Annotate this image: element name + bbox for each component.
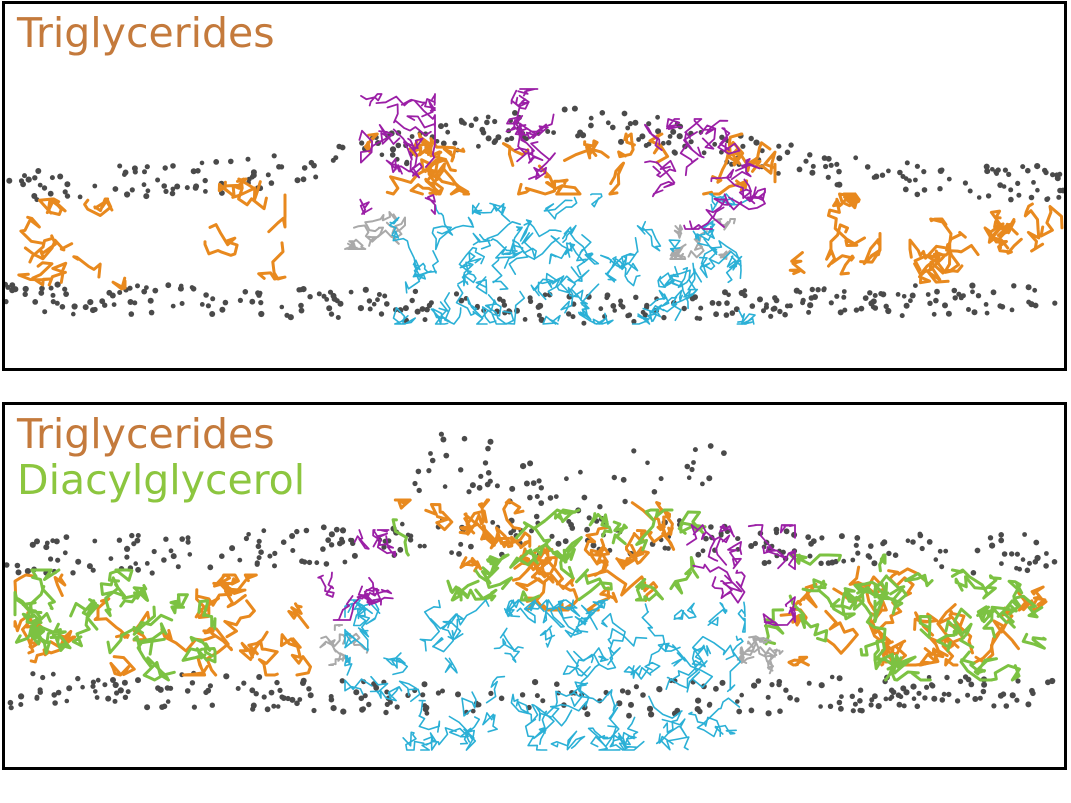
legend-diacylglycerol: Diacylglycerol [17, 456, 306, 504]
upper-headgroups [6, 105, 1064, 203]
magenta-protein [358, 88, 766, 230]
legend-triglycerides: Triglycerides [17, 9, 275, 57]
legend-bottom: Triglycerides Diacylglycerol [17, 411, 305, 503]
cyan-protein [344, 599, 746, 751]
cyan-protein [388, 193, 756, 325]
lower-headgroups [5, 281, 1058, 326]
cap-headgroups [412, 431, 727, 531]
legend-triglycerides: Triglycerides [17, 410, 275, 458]
lower-headgroups [7, 670, 1056, 719]
diacylglycerol-chains [13, 508, 1047, 682]
bottom-panel: Triglycerides Diacylglycerol [2, 402, 1067, 770]
gray-protein [344, 211, 736, 260]
triglyceride-chains [17, 132, 1064, 291]
molecular-render-top [5, 88, 1064, 326]
legend-top: Triglycerides [17, 10, 275, 56]
magenta-protein [317, 524, 796, 626]
top-panel: Triglycerides [2, 1, 1067, 371]
molecular-render-bottom [5, 431, 1058, 751]
